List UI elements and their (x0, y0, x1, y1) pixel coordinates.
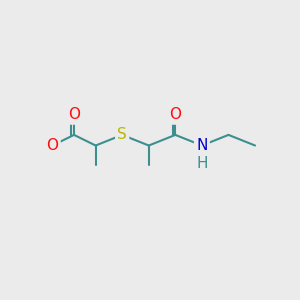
Text: O: O (169, 107, 181, 122)
Text: N: N (196, 138, 208, 153)
Text: O: O (46, 138, 58, 153)
Text: O: O (68, 107, 80, 122)
Text: S: S (117, 128, 127, 142)
Text: H: H (196, 156, 208, 171)
